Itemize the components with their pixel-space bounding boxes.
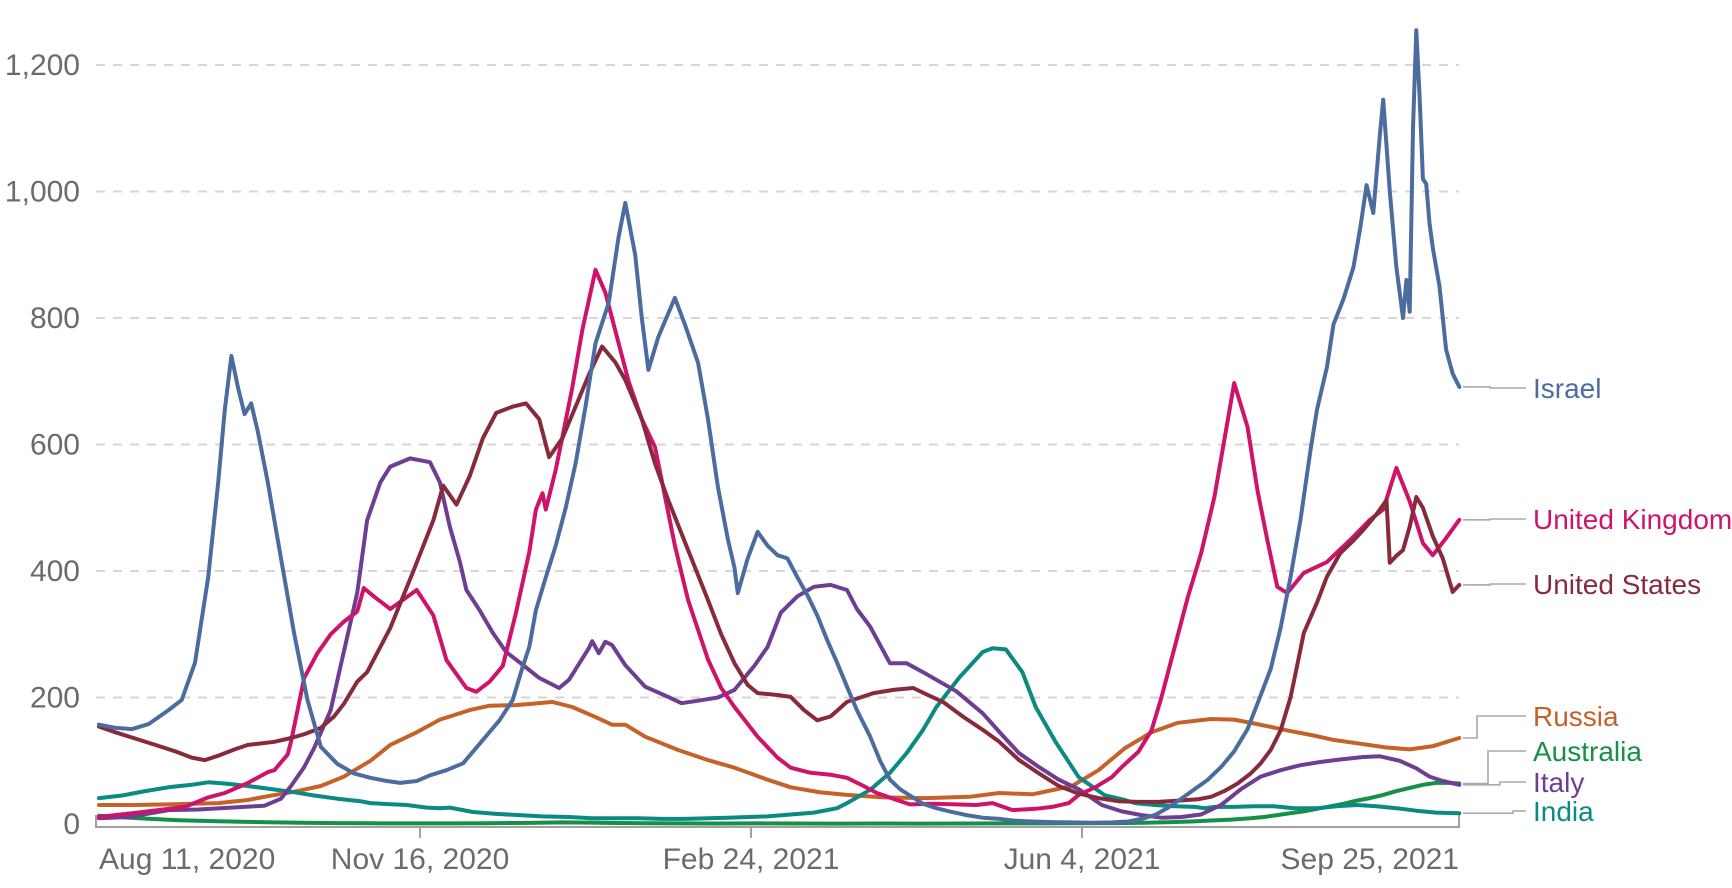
x-axis-tick-label: Feb 24, 2021 xyxy=(663,843,840,876)
y-axis-tick-label: 600 xyxy=(30,429,80,462)
y-axis-tick-label: 800 xyxy=(30,302,80,335)
series-line-india[interactable] xyxy=(97,646,1462,821)
series-label-connector-israel xyxy=(1463,386,1526,389)
series-label-india[interactable]: India xyxy=(1533,796,1594,827)
y-axis-tick-label: 1,200 xyxy=(5,49,80,82)
series-label-russia[interactable]: Russia xyxy=(1533,701,1619,732)
series-label-connector-united_states xyxy=(1463,583,1526,586)
x-axis-tick-label: Jun 4, 2021 xyxy=(1004,843,1161,876)
y-axis-tick-label: 1,000 xyxy=(5,176,80,209)
series-line-israel[interactable] xyxy=(97,28,1462,825)
y-axis-tick-label: 400 xyxy=(30,555,80,588)
x-axis-tick-label: Nov 16, 2020 xyxy=(331,843,509,876)
series-label-united_states[interactable]: United States xyxy=(1533,569,1701,600)
x-axis-tick-label: Aug 11, 2020 xyxy=(99,843,275,876)
series-label-connector-italy xyxy=(1463,781,1526,786)
series-line-australia[interactable] xyxy=(97,780,1462,826)
y-axis-tick-label: 0 xyxy=(63,808,80,841)
series-label-italy[interactable]: Italy xyxy=(1533,767,1584,798)
y-axis-tick-label: 200 xyxy=(30,682,80,715)
series-label-connector-india xyxy=(1463,810,1526,814)
series-label-connector-united_kingdom xyxy=(1463,518,1526,521)
series-line-united_states[interactable] xyxy=(97,344,1462,804)
series-line-united_kingdom[interactable] xyxy=(97,267,1462,819)
x-axis-tick-label: Sep 25, 2021 xyxy=(1281,843,1460,876)
series-line-italy[interactable] xyxy=(97,456,1462,821)
series-label-united_kingdom[interactable]: United Kingdom xyxy=(1533,504,1732,535)
series-label-connector-australia xyxy=(1463,750,1526,785)
series-label-australia[interactable]: Australia xyxy=(1533,736,1642,767)
series-label-israel[interactable]: Israel xyxy=(1533,373,1601,404)
series-line-russia[interactable] xyxy=(97,699,1462,807)
x-axis-line xyxy=(95,815,1460,828)
series-label-connector-russia xyxy=(1463,715,1526,739)
